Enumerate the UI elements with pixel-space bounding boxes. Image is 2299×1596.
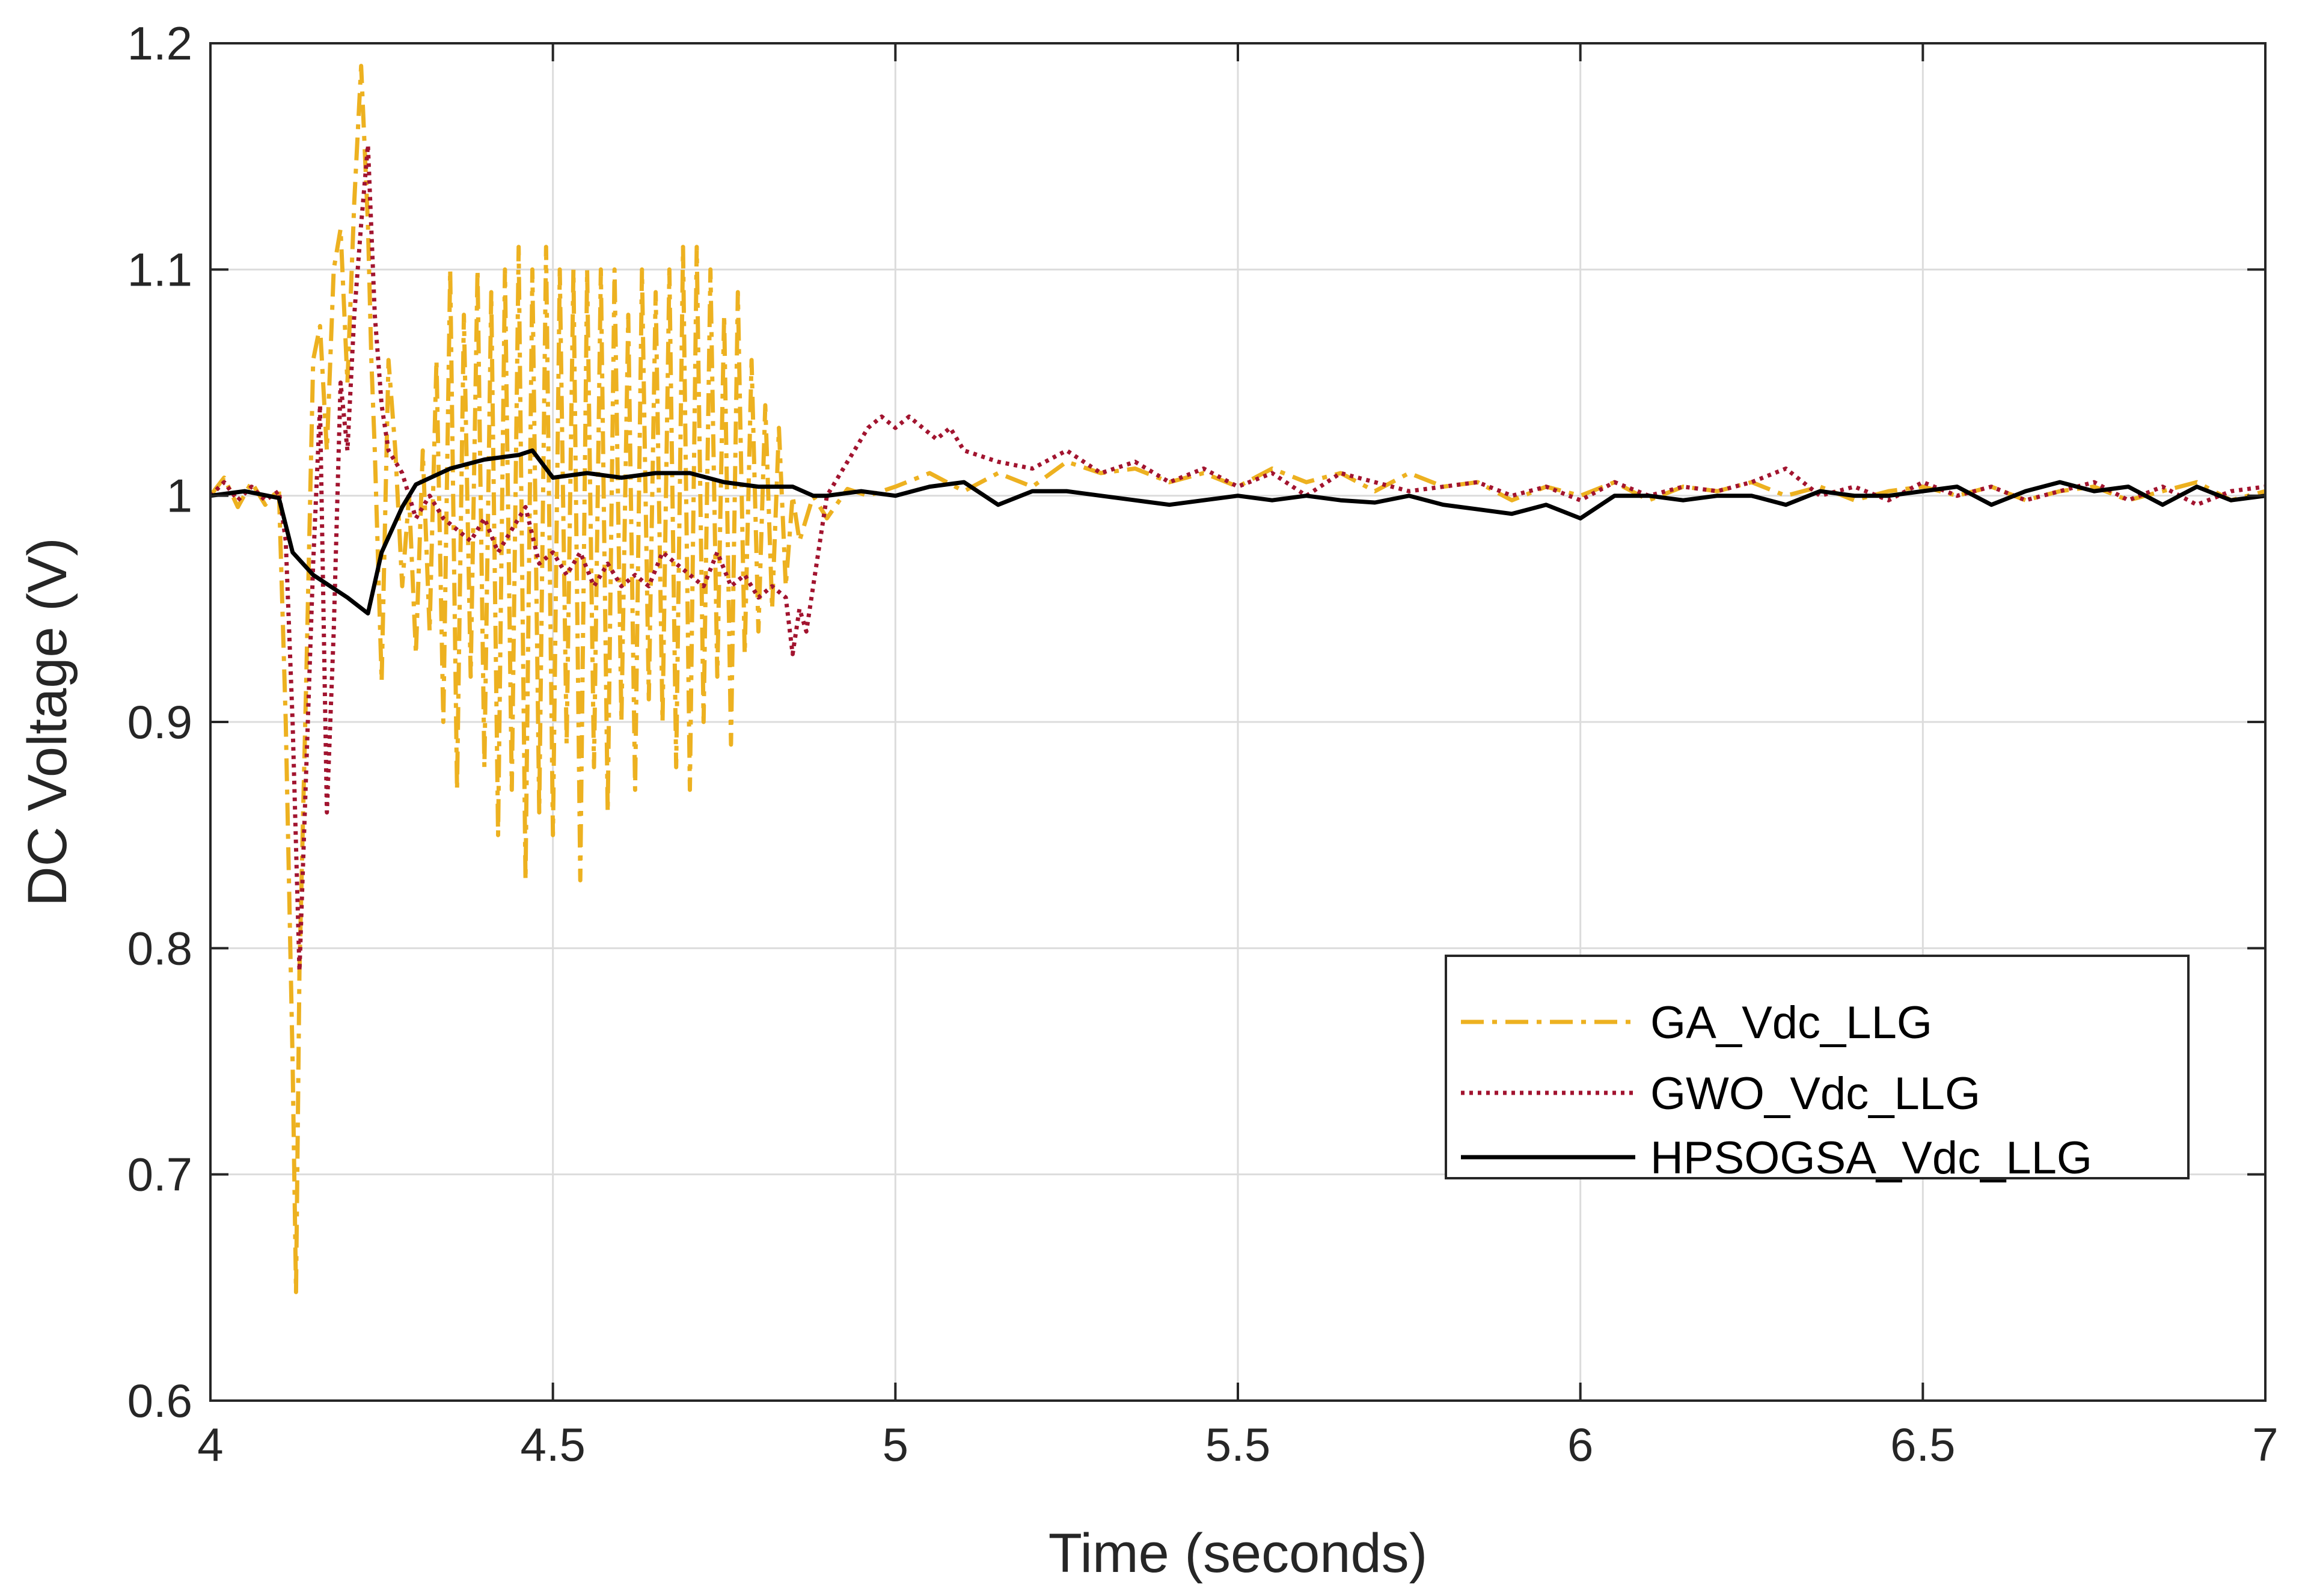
x-tick-label: 7	[2252, 1418, 2278, 1471]
series-line-gwo-vdc-llg	[210, 142, 2265, 973]
y-tick-label: 0.8	[127, 922, 192, 974]
x-tick-label: 6	[1567, 1418, 1593, 1471]
x-tick-label: 6.5	[1890, 1418, 1955, 1471]
y-tick-label: 1.1	[127, 243, 192, 296]
x-tick-label: 4	[197, 1418, 223, 1471]
legend-label: GWO_Vdc_LLG	[1650, 1068, 1980, 1119]
y-tick-label: 0.9	[127, 696, 192, 748]
legend-label: HPSOGSA_Vdc_LLG	[1650, 1133, 2092, 1184]
x-tick-labels: 4 4.5 5 5.5 6 6.5 7	[197, 1418, 2278, 1471]
y-tick-label: 0.6	[127, 1374, 192, 1427]
legend-label: GA_Vdc_LLG	[1650, 997, 1932, 1048]
series-line-hpsogsa-vdc-llg	[210, 448, 2265, 616]
series-group	[210, 64, 2265, 1294]
y-tick-label: 0.7	[127, 1148, 192, 1201]
legend: GA_Vdc_LLG GWO_Vdc_LLG HPSOGSA_Vdc_LLG	[1445, 955, 2190, 1184]
y-tick-label: 1.2	[127, 17, 192, 70]
legend-box	[1445, 955, 2190, 1179]
x-tick-label: 4.5	[520, 1418, 585, 1471]
y-tick-label: 1	[167, 469, 192, 522]
y-tick-labels: 0.6 0.7 0.8 0.9 1 1.1 1.2	[127, 17, 192, 1427]
x-tick-label: 5	[883, 1418, 908, 1471]
series-line-ga-vdc-llg	[210, 64, 2265, 1294]
y-axis-label: DC Voltage (V)	[17, 537, 78, 907]
x-axis-label: Time (seconds)	[1048, 1523, 1428, 1584]
ticks	[209, 42, 2267, 1402]
x-tick-label: 5.5	[1205, 1418, 1270, 1471]
